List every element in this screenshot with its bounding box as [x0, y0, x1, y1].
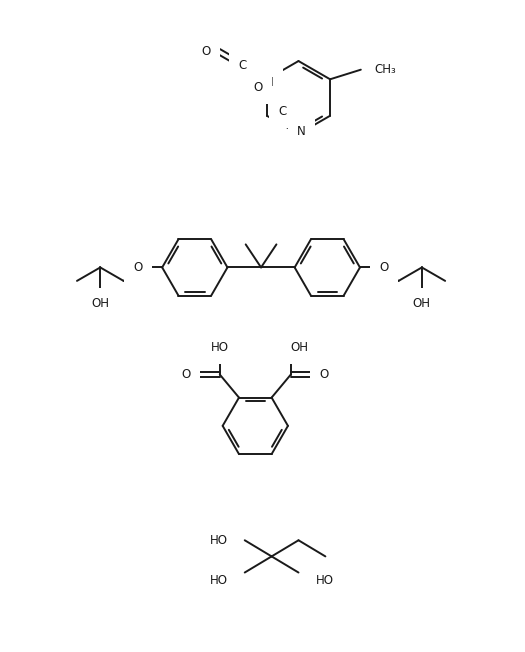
Text: O: O: [182, 368, 191, 381]
Text: OH: OH: [413, 297, 431, 310]
Text: O: O: [320, 368, 329, 381]
Text: C: C: [239, 59, 247, 72]
Text: HO: HO: [209, 534, 227, 547]
Text: O: O: [254, 82, 263, 94]
Text: O: O: [134, 261, 143, 274]
Text: CH₃: CH₃: [374, 63, 396, 76]
Text: N: N: [297, 125, 306, 138]
Text: C: C: [279, 106, 287, 118]
Text: OH: OH: [291, 341, 309, 354]
Text: HO: HO: [316, 574, 334, 587]
Text: HO: HO: [211, 341, 229, 354]
Text: O: O: [379, 261, 388, 274]
Text: HO: HO: [209, 574, 227, 587]
Text: O: O: [202, 45, 211, 58]
Text: O: O: [320, 368, 329, 381]
Text: OH: OH: [91, 297, 109, 310]
Text: N: N: [265, 76, 273, 89]
Text: HO: HO: [282, 341, 300, 354]
